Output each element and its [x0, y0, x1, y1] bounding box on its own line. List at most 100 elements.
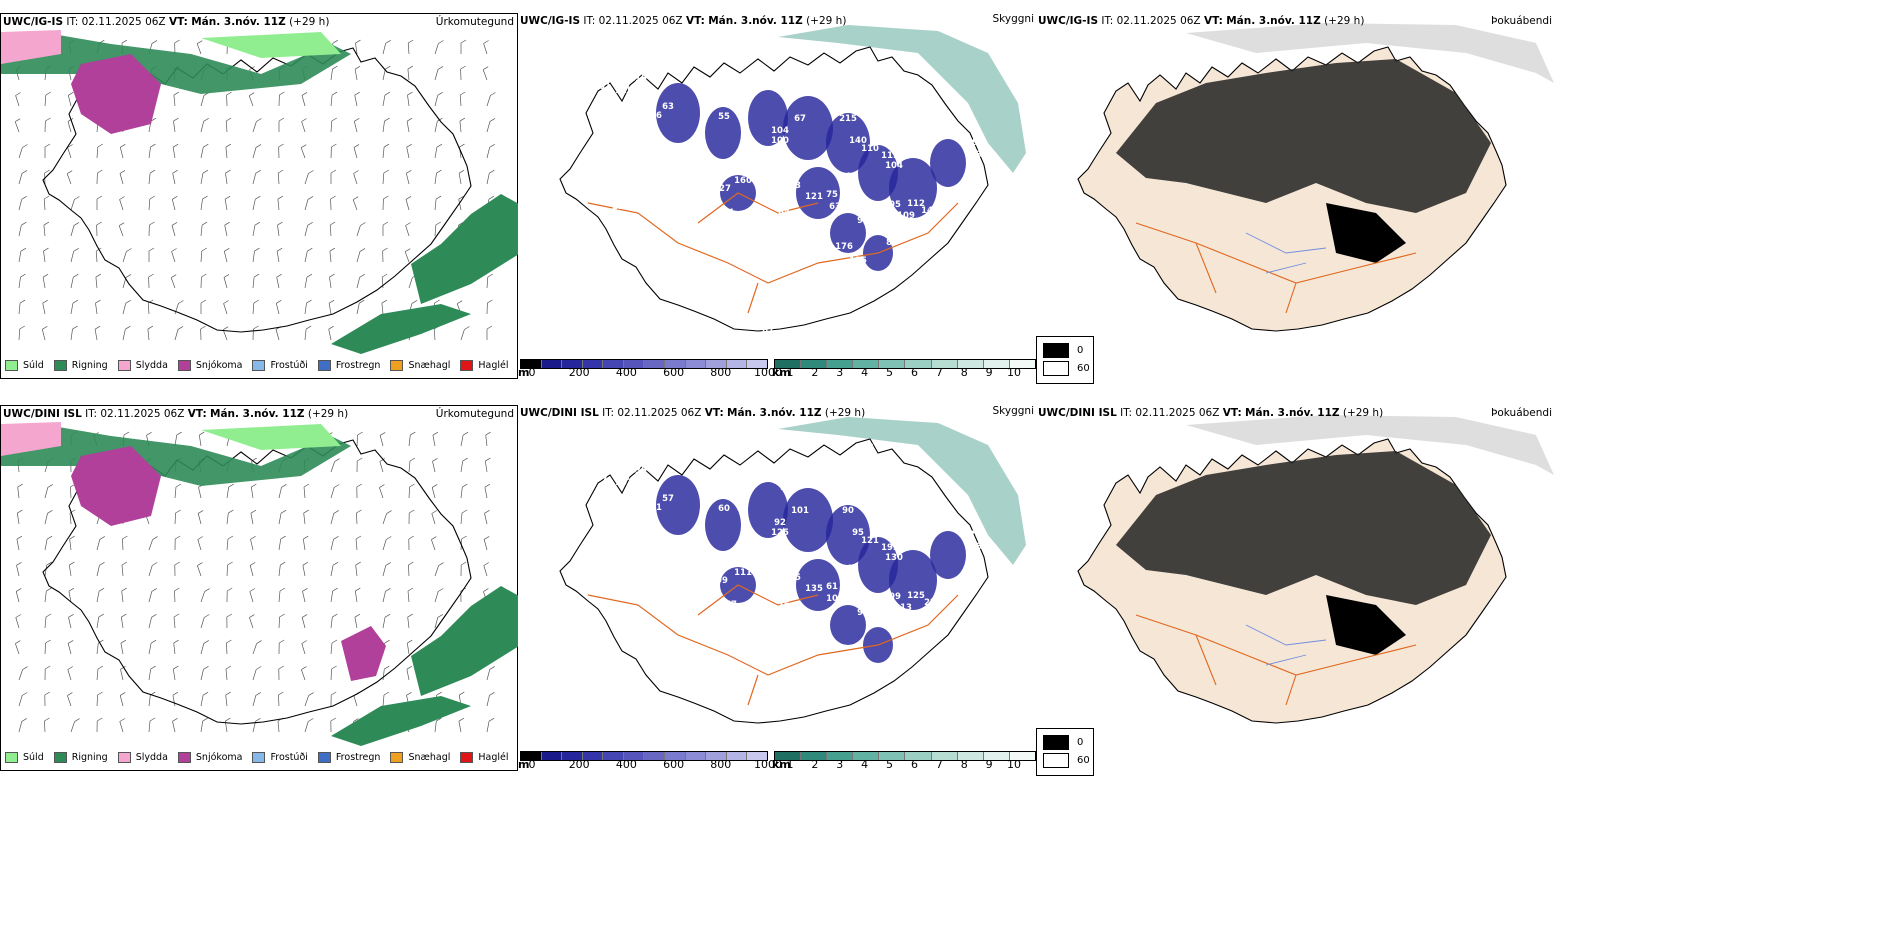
colorbar-segment [957, 752, 984, 760]
wind-barb [120, 669, 124, 681]
wind-barb [330, 221, 336, 226]
precip-type-map-row1: UWC/IG-IS IT: 02.11.2025 06Z VT: Mán. 3.… [0, 13, 519, 379]
cloud-base-value: 65 [742, 478, 754, 488]
cloud-base-value: 98 [970, 542, 982, 552]
wind-barb [330, 565, 334, 577]
colorbar-segment [644, 360, 666, 368]
wind-barb [226, 564, 228, 577]
colorbar-segment [801, 752, 828, 760]
cloud-base-value: 215 [839, 114, 857, 124]
legend-label: Snæhagl [408, 752, 451, 763]
cloud-base-value: 88 [849, 64, 861, 74]
wind-barb [174, 329, 179, 341]
wind-barb [437, 614, 443, 618]
wind-barb [458, 173, 462, 185]
wind-barb [177, 326, 184, 330]
cloud-base-area [826, 505, 870, 565]
wind-barb [382, 669, 385, 681]
wind-barb [15, 118, 21, 123]
wind-barb [225, 695, 228, 707]
wind-barb [330, 717, 336, 722]
road-network [1135, 614, 1417, 706]
cloud-base-value: 100 [771, 136, 789, 146]
cloud-base-value: 99 [857, 608, 869, 618]
wind-barb [18, 277, 21, 289]
legend-item: Snæhagl [390, 752, 450, 763]
cloud-base-value: 95 [702, 166, 714, 176]
wind-barb [42, 273, 49, 278]
wind-barb [330, 487, 335, 499]
wind-barb [433, 328, 436, 341]
cloud-base-value: 67 [794, 114, 806, 124]
wind-barb [332, 587, 338, 592]
wind-barb [331, 639, 338, 644]
wind-barb [385, 587, 391, 592]
wind-barb [434, 173, 437, 185]
wind-barb [203, 117, 209, 122]
wind-barb [68, 640, 74, 644]
wind-barb [96, 668, 99, 681]
wind-barb [281, 483, 287, 488]
colorbar-tick: 4 [861, 366, 869, 379]
wind-barb [44, 616, 47, 629]
legend-item: Rigning [53, 752, 108, 763]
legend-label: Rigning [71, 752, 108, 763]
product-label: Skyggni [992, 405, 1035, 417]
colorbar-segment [665, 360, 686, 368]
cloud-base-value: 119 [881, 151, 899, 161]
legend-label: Frostregn [335, 752, 381, 763]
wind-barb [411, 300, 418, 304]
legend-label: Slydda [135, 752, 168, 763]
wind-barb [435, 221, 441, 226]
wind-barb [458, 195, 464, 200]
wind-barb [46, 561, 52, 566]
wind-barb [279, 91, 285, 96]
wind-barb [385, 562, 391, 566]
cloud-base-value: 105 [599, 96, 617, 106]
wind-barb [68, 617, 72, 629]
cloud-base-area [826, 113, 870, 173]
snow-area [71, 54, 161, 134]
cloud-base-value: 50 [662, 540, 674, 550]
wind-barb [483, 588, 489, 592]
wind-barb [148, 539, 153, 551]
road-network [1135, 222, 1417, 314]
wind-barb [434, 121, 438, 133]
wind-barb [43, 251, 46, 263]
wind-barb [489, 691, 495, 696]
wind-barb [462, 431, 469, 436]
wind-barb [329, 277, 332, 289]
wind-barb [97, 169, 103, 174]
wind-barb [119, 721, 124, 733]
wind-barb [330, 195, 336, 200]
wind-barb [226, 642, 228, 655]
legend-swatch [177, 360, 191, 371]
legend-label: Snjókoma [195, 752, 243, 763]
cloud-base-value: 47 [780, 91, 792, 101]
wind-barb [379, 484, 385, 488]
wind-barb [405, 199, 410, 211]
wind-barb [405, 248, 411, 253]
wind-barb [44, 169, 50, 174]
wind-barb [301, 118, 307, 122]
colorbar-segment [801, 360, 828, 368]
colorbar-tick: 400 [615, 758, 637, 771]
wind-barb [15, 643, 20, 655]
wind-barb [483, 40, 489, 44]
wind-barb [21, 170, 28, 174]
wind-barb [95, 273, 102, 278]
colorbar-tick: 9 [985, 758, 993, 771]
wind-barb [120, 692, 126, 696]
colorbar-tick: 2 [811, 758, 819, 771]
cloud-base-area [783, 96, 833, 160]
wind-barb [44, 143, 51, 148]
wind-barb [330, 169, 337, 174]
wind-barb [379, 487, 384, 499]
colorbar-segment [665, 752, 686, 760]
wind-barb [382, 147, 385, 159]
wind-barb [68, 613, 74, 618]
wind-barb [355, 561, 361, 566]
wind-barb [70, 277, 74, 289]
visibility-colorbar [774, 359, 1036, 369]
wind-barb [405, 222, 411, 226]
